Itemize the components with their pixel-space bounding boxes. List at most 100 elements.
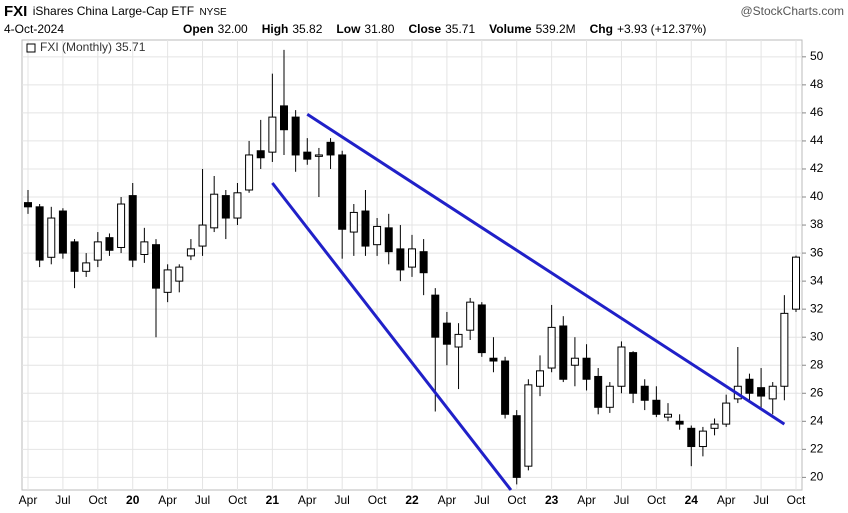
candle-body: [629, 352, 638, 394]
date: 4-Oct-2024: [4, 22, 64, 36]
y-tick-label: 24: [810, 413, 824, 427]
x-tick-label: Oct: [88, 493, 107, 507]
quote-value: 31.80: [364, 22, 394, 36]
candle-body: [82, 262, 91, 272]
x-tick-label: Apr: [19, 493, 38, 507]
candle-body: [408, 248, 416, 268]
x-tick-label: Jul: [335, 493, 350, 507]
candle-body: [326, 141, 335, 156]
x-tick-label: Oct: [368, 493, 387, 507]
symbol: FXI: [4, 3, 27, 20]
candle-body: [419, 251, 428, 274]
candle-body: [792, 256, 800, 310]
candle-body: [117, 203, 126, 248]
candle-body: [466, 301, 475, 331]
x-tick-label: Apr: [158, 493, 177, 507]
candles: [24, 49, 800, 485]
candle-body: [640, 385, 649, 401]
candle-body: [128, 195, 137, 261]
y-tick-label: 50: [810, 49, 824, 63]
candle-body: [245, 154, 254, 191]
candle-body: [489, 357, 498, 362]
candle-body: [163, 269, 172, 293]
candle-body: [303, 151, 312, 160]
quote-value: 35.71: [445, 22, 475, 36]
quote-value: 32.00: [218, 22, 248, 36]
y-tick-label: 38: [810, 217, 824, 231]
y-tick-label: 32: [810, 301, 824, 315]
candle-body: [501, 360, 510, 415]
y-tick-label: 30: [810, 329, 824, 343]
candle-body: [186, 248, 195, 257]
x-tick-label: 20: [126, 493, 140, 507]
candle-body: [175, 266, 184, 282]
candle-body: [233, 192, 242, 219]
y-tick-label: 26: [810, 385, 824, 399]
candle-body: [698, 430, 707, 448]
candle-body: [617, 346, 626, 387]
quote-label: Chg: [590, 22, 613, 36]
quote-value: 35.82: [292, 22, 322, 36]
candle-body: [559, 325, 568, 380]
candle-body: [512, 415, 521, 478]
candle-body: [442, 322, 451, 345]
candle-body: [745, 378, 754, 394]
candle-body: [256, 150, 265, 159]
header-line: FXI iShares China Large-Cap ETF NYSE: [4, 3, 227, 20]
quote-label: Close: [408, 22, 441, 36]
candle-body: [594, 375, 603, 408]
x-tick-label: Oct: [647, 493, 666, 507]
candle-body: [536, 370, 544, 387]
candle-body: [93, 241, 102, 261]
candle-body: [291, 116, 300, 156]
x-tick-label: Oct: [787, 493, 806, 507]
x-tick-label: Apr: [438, 493, 457, 507]
y-tick-label: 28: [810, 357, 824, 371]
candle-body: [454, 333, 463, 348]
x-tick-label: 23: [545, 493, 559, 507]
x-tick-label: Apr: [577, 493, 596, 507]
y-tick-label: 48: [810, 77, 824, 91]
candle-body: [268, 116, 277, 153]
candle-body: [652, 399, 661, 415]
y-tick-label: 36: [810, 245, 824, 259]
x-tick-label: 21: [266, 493, 280, 507]
x-tick-label: Jul: [55, 493, 70, 507]
security-name: iShares China Large-Cap ETF: [33, 4, 194, 18]
candle-body: [24, 202, 32, 208]
candle-body: [105, 237, 114, 251]
candle-body: [140, 241, 149, 255]
y-tick-label: 40: [810, 189, 824, 203]
candle-body: [675, 420, 684, 425]
candle-body: [198, 224, 207, 247]
candle-body: [373, 225, 382, 246]
candle-body: [314, 154, 323, 157]
candle-body: [221, 195, 230, 219]
candle-body: [524, 384, 533, 467]
candle-body: [152, 244, 160, 289]
candle-body: [582, 357, 591, 380]
candle-body: [396, 248, 405, 271]
y-tick-label: 42: [810, 161, 824, 175]
source: @StockCharts.com: [740, 4, 844, 18]
x-tick-label: Jul: [753, 493, 768, 507]
x-tick-label: Jul: [614, 493, 629, 507]
candle-body: [605, 385, 614, 408]
candle-body: [431, 294, 440, 338]
quote-label: Open: [183, 22, 214, 36]
candle-body: [710, 423, 719, 429]
candle-body: [722, 402, 731, 425]
quote-value: +3.93 (+12.37%): [617, 22, 706, 36]
candle-body: [757, 387, 766, 397]
exchange: NYSE: [199, 7, 227, 18]
candle-body: [477, 304, 486, 354]
candle-body: [70, 241, 79, 272]
y-tick-label: 20: [810, 470, 824, 484]
candle-body: [547, 326, 556, 369]
candle-body: [35, 206, 44, 261]
trendline: [306, 113, 786, 426]
quote-label: Volume: [489, 22, 532, 36]
candle-body: [384, 227, 393, 253]
y-tick-label: 44: [810, 133, 824, 147]
x-tick-label: 22: [405, 493, 419, 507]
